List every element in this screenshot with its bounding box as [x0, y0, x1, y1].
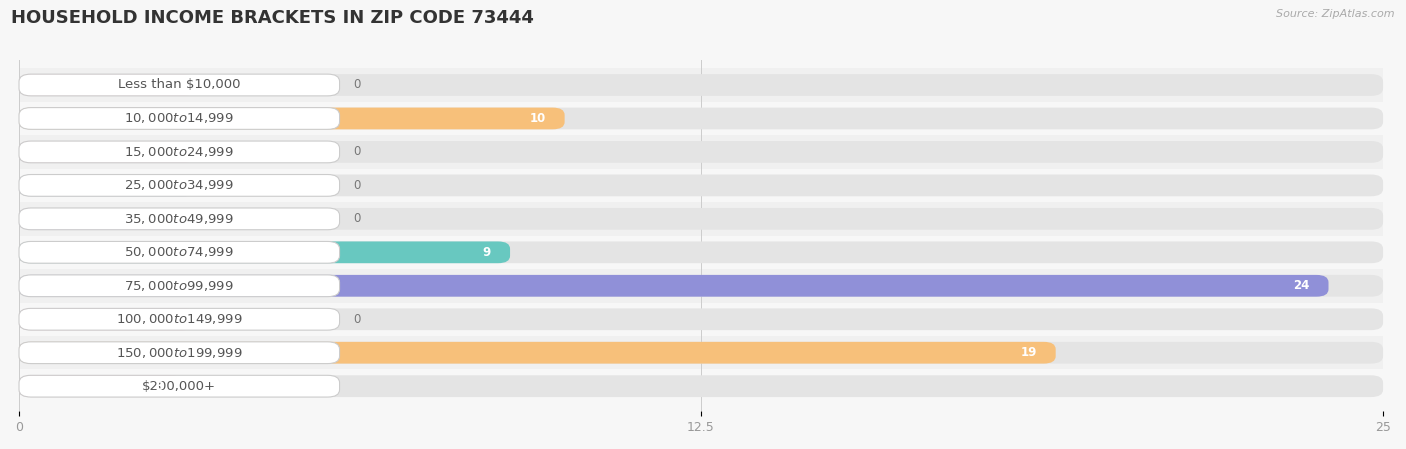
FancyBboxPatch shape — [20, 275, 340, 297]
Text: 10: 10 — [529, 112, 546, 125]
FancyBboxPatch shape — [20, 175, 1384, 196]
FancyBboxPatch shape — [20, 275, 1329, 297]
FancyBboxPatch shape — [20, 208, 195, 230]
Text: 0: 0 — [353, 313, 360, 326]
Text: $25,000 to $34,999: $25,000 to $34,999 — [125, 178, 235, 192]
FancyBboxPatch shape — [20, 342, 1384, 364]
FancyBboxPatch shape — [20, 375, 1384, 397]
FancyBboxPatch shape — [20, 242, 510, 263]
Text: $35,000 to $49,999: $35,000 to $49,999 — [125, 212, 235, 226]
FancyBboxPatch shape — [20, 74, 1384, 96]
FancyBboxPatch shape — [20, 375, 183, 397]
Text: $200,000+: $200,000+ — [142, 380, 217, 393]
FancyBboxPatch shape — [20, 141, 1384, 163]
FancyBboxPatch shape — [20, 242, 340, 263]
Text: 0: 0 — [353, 79, 360, 92]
FancyBboxPatch shape — [20, 74, 340, 96]
Text: 24: 24 — [1294, 279, 1309, 292]
FancyBboxPatch shape — [20, 242, 1384, 263]
FancyBboxPatch shape — [20, 308, 1384, 330]
FancyBboxPatch shape — [20, 141, 195, 163]
FancyBboxPatch shape — [20, 375, 340, 397]
FancyBboxPatch shape — [20, 108, 340, 129]
Text: $150,000 to $199,999: $150,000 to $199,999 — [117, 346, 243, 360]
FancyBboxPatch shape — [20, 336, 1384, 370]
FancyBboxPatch shape — [20, 308, 340, 330]
FancyBboxPatch shape — [20, 202, 1384, 236]
FancyBboxPatch shape — [20, 308, 195, 330]
Text: $75,000 to $99,999: $75,000 to $99,999 — [125, 279, 235, 293]
FancyBboxPatch shape — [20, 208, 340, 230]
FancyBboxPatch shape — [20, 342, 1056, 364]
Text: Less than $10,000: Less than $10,000 — [118, 79, 240, 92]
FancyBboxPatch shape — [20, 275, 1384, 297]
FancyBboxPatch shape — [20, 342, 340, 364]
FancyBboxPatch shape — [20, 175, 195, 196]
FancyBboxPatch shape — [20, 108, 1384, 129]
Text: 0: 0 — [353, 212, 360, 225]
Text: $10,000 to $14,999: $10,000 to $14,999 — [125, 111, 235, 125]
FancyBboxPatch shape — [20, 108, 565, 129]
Text: $15,000 to $24,999: $15,000 to $24,999 — [125, 145, 235, 159]
Text: HOUSEHOLD INCOME BRACKETS IN ZIP CODE 73444: HOUSEHOLD INCOME BRACKETS IN ZIP CODE 73… — [11, 9, 534, 27]
Text: 19: 19 — [1021, 346, 1036, 359]
FancyBboxPatch shape — [20, 269, 1384, 303]
Text: 3: 3 — [156, 380, 163, 393]
FancyBboxPatch shape — [20, 141, 340, 163]
FancyBboxPatch shape — [20, 175, 340, 196]
Text: Source: ZipAtlas.com: Source: ZipAtlas.com — [1277, 9, 1395, 19]
FancyBboxPatch shape — [20, 135, 1384, 169]
Text: 0: 0 — [353, 179, 360, 192]
Text: 0: 0 — [353, 145, 360, 158]
FancyBboxPatch shape — [20, 74, 195, 96]
FancyBboxPatch shape — [20, 208, 1384, 230]
FancyBboxPatch shape — [20, 68, 1384, 102]
Text: $50,000 to $74,999: $50,000 to $74,999 — [125, 245, 235, 260]
Text: 9: 9 — [482, 246, 491, 259]
Text: $100,000 to $149,999: $100,000 to $149,999 — [117, 312, 243, 326]
